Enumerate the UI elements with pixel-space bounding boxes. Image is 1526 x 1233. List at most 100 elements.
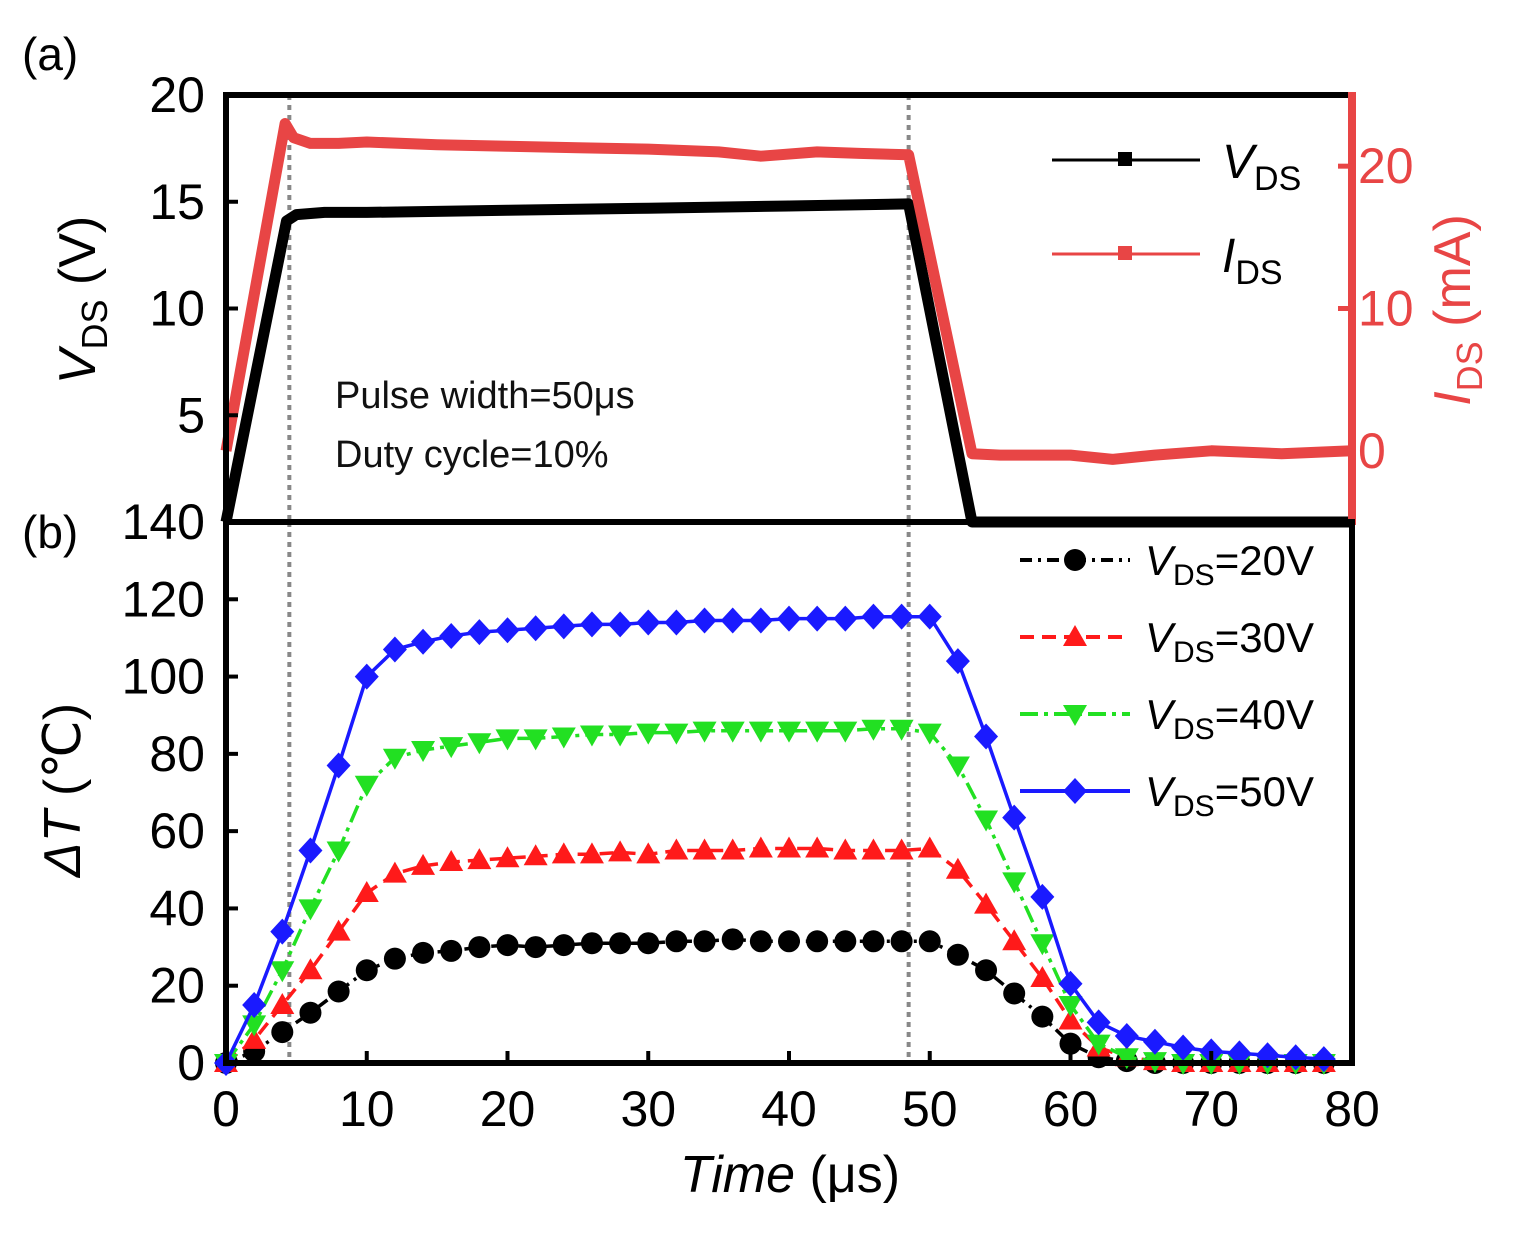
series-line (224, 726, 1324, 1065)
legend-label-value: =30V (1215, 614, 1314, 661)
data-point (890, 930, 913, 953)
duty-cycle-annotation: Duty cycle=10% (335, 434, 609, 476)
panel-a-right-axis-title: IDS (mA) (1424, 214, 1490, 406)
data-point (608, 611, 633, 638)
data-point (271, 1021, 294, 1044)
vds-axis-main: V (49, 345, 107, 384)
x-axis-title: Time (μs) (680, 1146, 900, 1204)
x-tick-label: 40 (761, 1081, 817, 1137)
y-tick-label: 20 (149, 958, 205, 1014)
ids-axis-sub: DS (1449, 341, 1490, 391)
data-point (636, 609, 661, 636)
left-tick-label: 15 (149, 174, 205, 230)
data-point (608, 725, 633, 747)
delta-t-unit: (℃) (34, 703, 92, 810)
legend-label: VDS=20V (1145, 537, 1314, 592)
legend-label-main: V (1145, 537, 1177, 584)
legend-ids-label: IDS (1222, 230, 1283, 292)
legend-vds-sub: DS (1254, 160, 1301, 198)
data-point (382, 636, 407, 663)
data-point (1058, 996, 1083, 1018)
x-tick-label: 70 (1183, 1081, 1239, 1137)
data-point (692, 838, 717, 860)
panel-a-left-ticks: 5 10 15 20 (149, 67, 238, 443)
data-point (354, 663, 379, 690)
data-point (327, 980, 350, 1003)
x-tick-label: 60 (1043, 1081, 1099, 1137)
data-point (495, 846, 520, 868)
data-point (383, 947, 406, 970)
panel-a-left-axis-title: VDS (V) (49, 216, 115, 384)
left-tick-label: 10 (149, 281, 205, 337)
data-point (411, 853, 436, 875)
data-point (551, 613, 576, 640)
data-point (467, 733, 492, 755)
right-tick-label: 20 (1358, 138, 1414, 194)
data-point (551, 727, 576, 749)
data-point (636, 723, 661, 745)
data-point (664, 609, 689, 636)
panel-a-right-ticks: 0 10 20 (1338, 138, 1414, 479)
data-point (974, 810, 999, 832)
data-point (382, 748, 407, 770)
data-point (861, 603, 886, 630)
data-point (354, 775, 379, 797)
y-tick-label: 60 (149, 803, 205, 859)
vds-axis-sub: DS (74, 300, 115, 350)
data-point (326, 919, 351, 941)
data-point (1003, 982, 1026, 1005)
data-point (692, 607, 717, 634)
data-point (298, 958, 323, 980)
data-point (270, 993, 295, 1015)
data-point (1171, 1034, 1196, 1061)
data-point (777, 605, 801, 632)
pulse-width-annotation: Pulse width=50μs (335, 375, 635, 417)
series-line (224, 846, 1324, 1065)
data-point (1030, 934, 1055, 956)
data-point (468, 936, 491, 959)
data-point (748, 836, 773, 858)
data-point (862, 930, 885, 953)
x-tick-label: 20 (480, 1081, 536, 1137)
series-30v-group (214, 836, 1336, 1072)
data-point (467, 619, 492, 646)
x-tick-label: 80 (1324, 1081, 1380, 1137)
data-point (945, 756, 970, 778)
data-point (326, 752, 351, 779)
legend-label: VDS=50V (1145, 768, 1314, 823)
data-point (298, 899, 323, 921)
panel-b-y-ticks: 0 20 40 60 80 100 120 140 (122, 494, 238, 1091)
y-tick-label: 0 (177, 1035, 205, 1091)
data-point (749, 930, 772, 953)
legend-ids-sub: DS (1235, 254, 1282, 292)
right-tick-label: 0 (1358, 423, 1386, 479)
legend-label-main: V (1145, 691, 1177, 738)
data-point (777, 721, 801, 743)
data-point (806, 930, 829, 953)
legend-label-sub: DS (1173, 636, 1215, 669)
legend-marker (1063, 705, 1087, 726)
data-point (945, 648, 970, 675)
panel-b-series (214, 603, 1336, 1076)
x-tick-label: 0 (212, 1081, 240, 1137)
data-point (946, 943, 969, 966)
panel-b-x-ticks: 0 10 20 30 40 50 60 70 80 (212, 1051, 1380, 1137)
data-point (1002, 804, 1027, 831)
data-point (242, 992, 267, 1019)
vds-axis-unit: (V) (49, 216, 107, 300)
data-point (412, 941, 435, 964)
legend-vds-label: VDS (1222, 136, 1301, 198)
data-point (1114, 1022, 1139, 1049)
data-point (496, 934, 519, 957)
y-tick-label: 40 (149, 880, 205, 936)
data-point (664, 723, 689, 745)
data-point (523, 615, 548, 642)
data-point (439, 622, 464, 649)
data-point (636, 842, 661, 864)
legend-vds-marker (1118, 152, 1132, 166)
legend-label-main: V (1145, 768, 1177, 815)
ids-axis-main: I (1424, 391, 1482, 405)
data-point (1002, 872, 1027, 894)
